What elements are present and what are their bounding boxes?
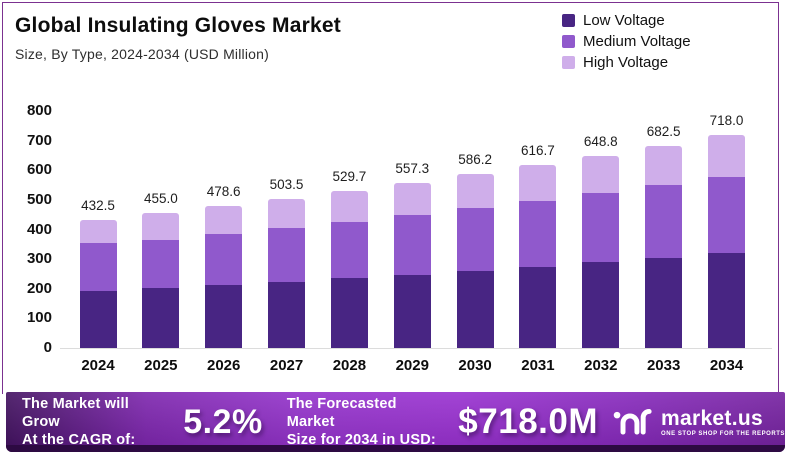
bar-segment-medium-voltage xyxy=(142,239,180,288)
x-axis-tick-label: 2026 xyxy=(207,357,241,374)
chart-legend: Low Voltage Medium Voltage High Voltage xyxy=(562,10,691,73)
x-axis-tick-label: 2024 xyxy=(81,357,115,374)
bar-total-label: 718.0 xyxy=(709,113,744,129)
legend-label: Medium Voltage xyxy=(583,33,691,50)
legend-label: Low Voltage xyxy=(583,12,665,29)
page-subtitle: Size, By Type, 2024-2034 (USD Million) xyxy=(15,46,270,62)
y-axis-tick-label: 300 xyxy=(26,250,52,268)
legend-item-medium-voltage: Medium Voltage xyxy=(562,31,691,52)
y-axis-tick-label: 200 xyxy=(26,279,52,297)
forecast-label-line1: The Forecasted Market xyxy=(286,395,397,430)
bar-segment-medium-voltage xyxy=(330,221,368,279)
cagr-value: 5.2% xyxy=(183,402,263,441)
x-axis-tick-label: 2032 xyxy=(584,357,618,374)
legend-item-low-voltage: Low Voltage xyxy=(562,10,691,31)
bar-segment-medium-voltage xyxy=(79,243,117,291)
bar-segment-low-voltage xyxy=(582,262,620,348)
y-axis-tick-label: 100 xyxy=(26,309,52,327)
legend-swatch-icon xyxy=(562,14,575,27)
cagr-label-line2: At the CAGR of: xyxy=(22,432,136,449)
x-axis-tick-label: 2027 xyxy=(269,357,304,374)
stacked-bar-chart: 0 100 200 300 400 500 600 700 800 432.5 2024 455.0 2… xyxy=(26,102,772,374)
bar-total-label: 529.7 xyxy=(332,169,367,185)
bar-total-label: 648.8 xyxy=(583,133,618,149)
bar-segment-high-voltage xyxy=(205,206,243,234)
bar-segment-low-voltage xyxy=(142,288,180,348)
x-axis-tick-label: 2028 xyxy=(332,357,367,374)
legend-swatch-icon xyxy=(562,56,575,69)
y-axis-tick-label: 400 xyxy=(26,220,52,238)
bar-segment-low-voltage xyxy=(330,278,368,348)
bar-segment-low-voltage xyxy=(519,266,557,348)
bar-segment-high-voltage xyxy=(519,165,557,201)
bar-segment-high-voltage xyxy=(79,219,117,244)
bar-segment-low-voltage xyxy=(456,270,494,348)
chart-header: Global Insulating Gloves Market Size, By… xyxy=(15,14,341,62)
forecast-label-line2: Size for 2034 in USD: xyxy=(286,432,436,449)
bar-segment-low-voltage xyxy=(205,284,243,348)
bar-segment-high-voltage xyxy=(582,155,620,194)
bar-segment-low-voltage xyxy=(708,253,745,348)
y-axis-tick-label: 800 xyxy=(26,102,52,119)
brand-name: market.us xyxy=(661,406,763,430)
forecast-value: $718.0M xyxy=(458,402,599,441)
bar-segment-high-voltage xyxy=(708,135,745,177)
page-title: Global Insulating Gloves Market xyxy=(15,14,341,37)
x-axis-tick-label: 2025 xyxy=(144,357,178,374)
cagr-label: The Market will Grow At the CAGR of: xyxy=(22,395,163,449)
x-axis-tick-label: 2029 xyxy=(395,357,429,374)
y-axis-tick-label: 0 xyxy=(43,339,52,356)
bar-total-label: 682.5 xyxy=(646,123,681,139)
bar-segment-medium-voltage xyxy=(393,215,431,275)
bar-segment-high-voltage xyxy=(268,198,306,228)
bar-total-label: 455.0 xyxy=(143,191,178,207)
bar-segment-high-voltage xyxy=(456,174,494,209)
y-axis-tick-label: 600 xyxy=(26,161,52,179)
bar-segment-high-voltage xyxy=(330,191,368,222)
bar-segment-low-voltage xyxy=(645,258,683,348)
y-axis-tick-label: 500 xyxy=(26,190,52,208)
x-axis-tick-label: 2033 xyxy=(646,357,681,374)
x-axis-line xyxy=(60,348,772,349)
legend-swatch-icon xyxy=(562,35,575,48)
bar-total-label: 432.5 xyxy=(81,197,115,213)
bar-total-label: 557.3 xyxy=(395,160,430,176)
legend-label: High Voltage xyxy=(583,54,669,71)
bar-total-label: 586.2 xyxy=(458,152,492,168)
brand-tagline: ONE STOP SHOP FOR THE REPORTS xyxy=(661,430,785,437)
market-us-logo-icon xyxy=(613,408,652,435)
bottom-banner: The Market will Grow At the CAGR of: 5.2… xyxy=(6,392,785,452)
brand-text: market.us ONE STOP SHOP FOR THE REPORTS xyxy=(661,408,785,437)
brand-logo: market.us ONE STOP SHOP FOR THE REPORTS xyxy=(612,405,785,439)
bar-total-label: 503.5 xyxy=(269,176,304,192)
x-axis-tick-label: 2030 xyxy=(458,357,492,374)
bar-total-label: 616.7 xyxy=(521,143,555,159)
bar-segment-medium-voltage xyxy=(582,193,620,263)
x-axis-tick-label: 2031 xyxy=(521,357,555,374)
bar-segment-medium-voltage xyxy=(268,227,306,282)
bar-segment-medium-voltage xyxy=(519,200,557,267)
bar-segment-medium-voltage xyxy=(456,208,494,271)
cagr-label-line1: The Market will Grow xyxy=(22,395,129,430)
bar-segment-low-voltage xyxy=(79,290,117,348)
bar-segment-low-voltage xyxy=(268,281,306,348)
bar-segment-high-voltage xyxy=(645,145,683,186)
y-axis-tick-label: 700 xyxy=(26,131,52,149)
bar-segment-medium-voltage xyxy=(645,185,683,259)
bar-total-label: 478.6 xyxy=(206,184,241,200)
x-axis-tick-label: 2034 xyxy=(709,357,744,374)
bar-segment-medium-voltage xyxy=(205,233,243,285)
bar-segment-medium-voltage xyxy=(708,176,745,254)
legend-item-high-voltage: High Voltage xyxy=(562,52,691,73)
bar-segment-high-voltage xyxy=(142,213,180,240)
banner-bottom-strip xyxy=(6,445,785,452)
bar-segment-low-voltage xyxy=(393,274,431,348)
bar-segment-high-voltage xyxy=(393,182,431,216)
forecast-label: The Forecasted Market Size for 2034 in U… xyxy=(287,395,441,449)
